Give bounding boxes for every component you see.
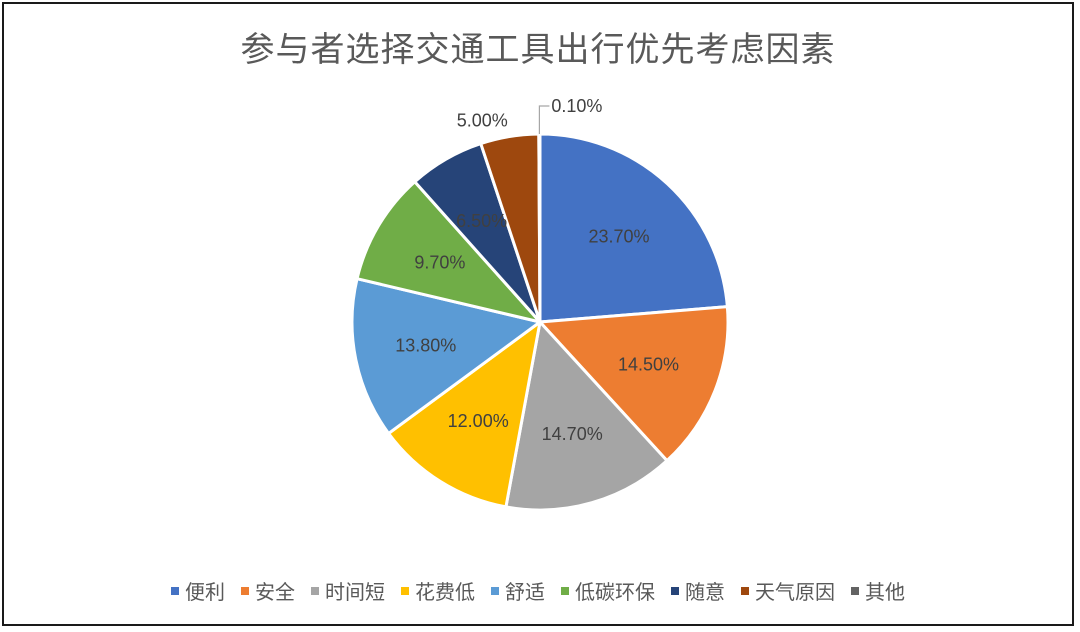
legend-label: 随意 (685, 580, 725, 604)
label-leader-line (538, 105, 550, 134)
pie-slice-3 (504, 320, 669, 512)
pie-slice-4 (387, 320, 542, 509)
pie-data-label: 5.00% (457, 111, 508, 131)
legend-swatch (561, 586, 569, 595)
legend-item: 天气原因 (741, 576, 835, 605)
legend-swatch (171, 586, 179, 595)
legend-label: 安全 (255, 580, 295, 604)
legend-item: 其他 (851, 576, 905, 605)
pie-data-label: 14.50% (618, 355, 679, 375)
pie-data-label: 23.70% (588, 226, 649, 246)
legend-item: 低碳环保 (561, 576, 655, 605)
pie-slice-1 (538, 132, 729, 324)
legend-label: 时间短 (325, 580, 385, 604)
legend-label: 天气原因 (755, 580, 835, 604)
legend-swatch (311, 586, 319, 595)
legend-item: 安全 (241, 576, 295, 605)
legend-label: 便利 (185, 580, 225, 604)
legend-label: 其他 (865, 580, 905, 604)
legend-swatch (491, 586, 499, 595)
legend-swatch (401, 586, 409, 595)
pie-slice-2 (538, 305, 730, 463)
legend-item: 便利 (171, 576, 225, 605)
legend-swatch (241, 586, 249, 595)
legend-item: 时间短 (311, 576, 385, 605)
legend-label: 低碳环保 (575, 580, 655, 604)
chart-legend: 便利 安全 时间短 花费低 舒适 低碳环保 随意 天气原因 其他 (0, 576, 1076, 605)
legend-swatch (671, 586, 679, 595)
pie-data-label: 6.50% (456, 211, 507, 231)
chart-title: 参与者选择交通工具出行优先考虑因素 (240, 30, 836, 70)
pie-slice-6 (355, 180, 542, 324)
legend-item: 舒适 (491, 576, 545, 605)
legend-item: 花费低 (401, 576, 475, 605)
pie-data-label: 9.70% (414, 252, 465, 272)
legend-swatch (741, 586, 749, 595)
pie-data-label: 0.10% (551, 96, 602, 116)
pie-data-label: 12.00% (448, 411, 509, 431)
legend-label: 花费低 (415, 580, 475, 604)
legend-item: 随意 (671, 576, 725, 605)
pie-data-label: 13.80% (395, 335, 456, 355)
pie-slice-5 (350, 277, 542, 435)
pie-slice-9 (537, 132, 542, 324)
legend-swatch (851, 586, 859, 595)
pie-data-label: 14.70% (542, 424, 603, 444)
legend-label: 舒适 (505, 580, 545, 604)
